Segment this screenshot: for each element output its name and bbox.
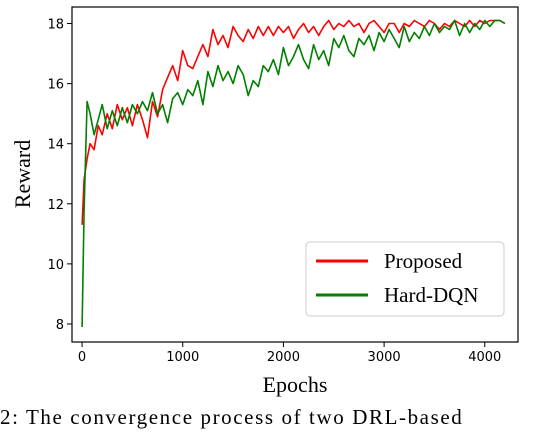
x-tick-label: 2000 <box>267 350 300 365</box>
y-tick-label: 12 <box>47 198 64 213</box>
series-line <box>81 19 506 225</box>
series-hard-dqn <box>81 19 506 328</box>
y-tick-label: 8 <box>56 318 64 333</box>
figure-caption: 2: The convergence process of two DRL-ba… <box>0 405 464 429</box>
plot-frame <box>71 6 519 343</box>
x-tick-label: 1000 <box>166 350 199 365</box>
x-tick-label: 3000 <box>368 350 401 365</box>
y-tick-label: 10 <box>47 258 64 273</box>
series-line <box>81 19 506 328</box>
x-tick-label: 0 <box>78 350 86 365</box>
legend-label-proposed: Proposed <box>384 249 463 273</box>
legend-label-hard-dqn: Hard-DQN <box>384 283 478 307</box>
y-tick-label: 16 <box>47 78 64 93</box>
x-tick-label: 4000 <box>468 350 501 365</box>
y-tick-label: 14 <box>47 138 64 153</box>
ticks-layer: 0 1000 2000 3000 4000 8 10 12 14 16 18 <box>47 18 501 365</box>
y-axis-title: Reward <box>10 140 35 208</box>
series-proposed <box>81 19 506 225</box>
y-tick-label: 18 <box>47 18 64 33</box>
legend: Proposed Hard-DQN <box>305 241 505 317</box>
x-axis-title: Epochs <box>263 372 328 397</box>
series-layer <box>81 19 506 328</box>
